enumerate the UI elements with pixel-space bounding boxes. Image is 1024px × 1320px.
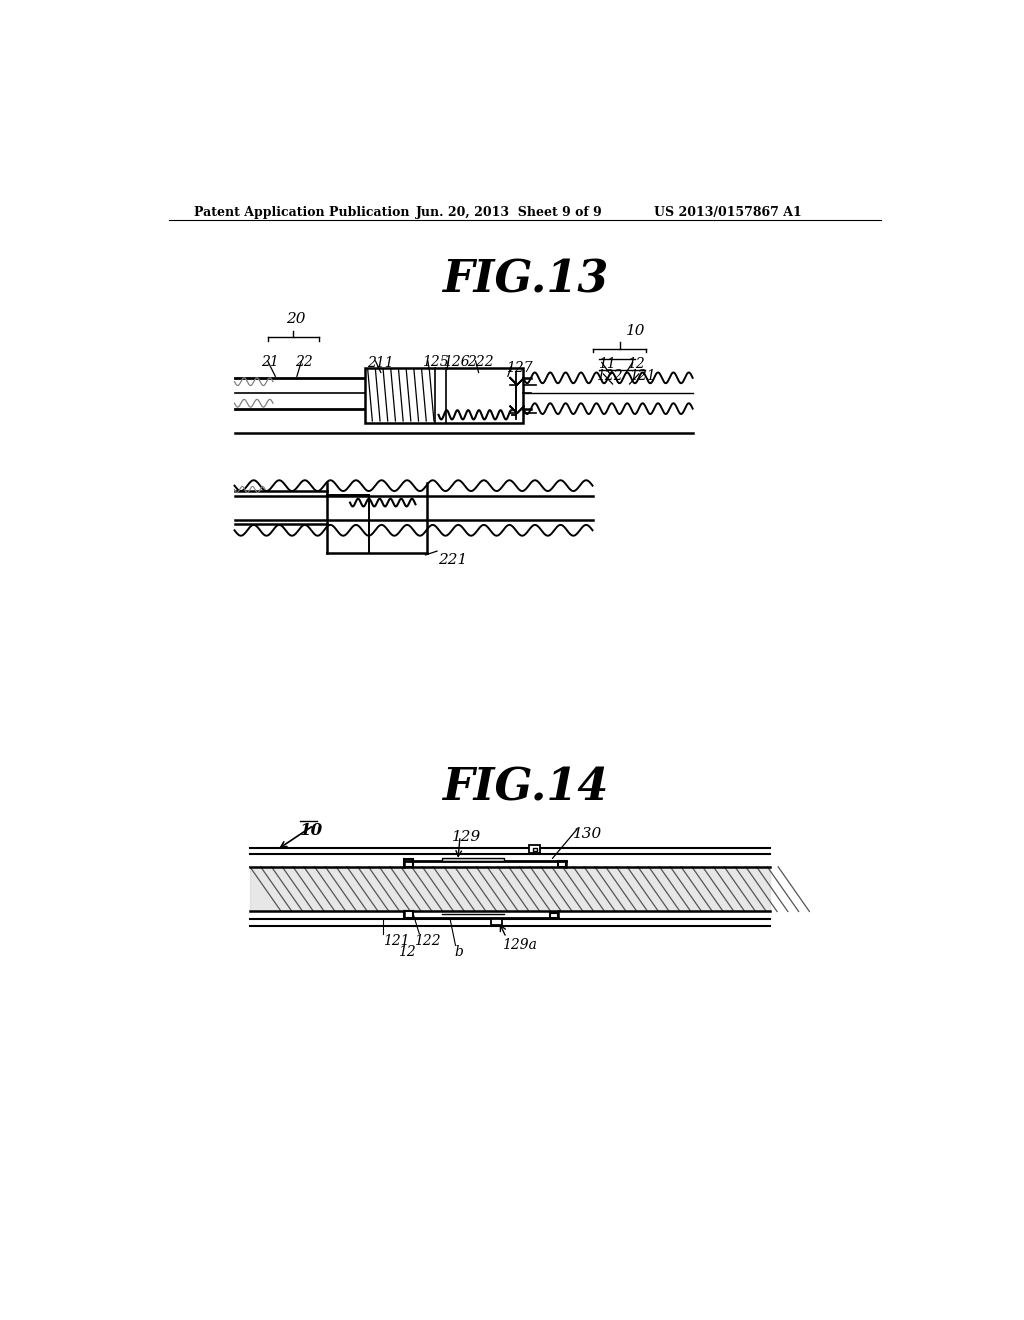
Text: FIG.13: FIG.13 — [441, 259, 608, 301]
Text: 121: 121 — [630, 368, 656, 383]
Text: FIG.14: FIG.14 — [441, 767, 608, 809]
Bar — [558, 861, 565, 867]
Text: b: b — [454, 945, 463, 960]
Text: 10: 10 — [300, 822, 324, 840]
Bar — [490, 919, 502, 925]
Text: 11: 11 — [598, 358, 615, 371]
Text: 12: 12 — [628, 358, 645, 371]
Text: 125: 125 — [422, 355, 449, 368]
Bar — [442, 858, 504, 862]
Text: 122: 122 — [414, 933, 440, 948]
Text: 121: 121 — [383, 933, 410, 948]
Text: 122: 122 — [596, 368, 623, 383]
Text: 222: 222 — [467, 355, 494, 368]
Bar — [403, 859, 413, 867]
Text: 22: 22 — [295, 355, 312, 368]
Text: 10: 10 — [626, 323, 645, 338]
Text: 21: 21 — [261, 355, 280, 368]
Text: Jun. 20, 2013  Sheet 9 of 9: Jun. 20, 2013 Sheet 9 of 9 — [416, 206, 602, 219]
Bar — [403, 911, 413, 917]
Bar — [529, 845, 541, 853]
Text: 129a: 129a — [502, 937, 537, 952]
Bar — [366, 368, 523, 422]
Text: 130: 130 — [573, 826, 602, 841]
Text: 127: 127 — [506, 360, 532, 375]
Text: 12: 12 — [398, 945, 417, 960]
Text: 211: 211 — [367, 355, 393, 370]
Text: 20: 20 — [286, 313, 305, 326]
Text: 129: 129 — [453, 830, 481, 843]
Bar — [532, 847, 538, 850]
Bar — [550, 913, 558, 917]
Text: Patent Application Publication: Patent Application Publication — [194, 206, 410, 219]
Text: US 2013/0157867 A1: US 2013/0157867 A1 — [654, 206, 802, 219]
Text: 126: 126 — [443, 355, 470, 368]
Text: 221: 221 — [438, 553, 468, 566]
